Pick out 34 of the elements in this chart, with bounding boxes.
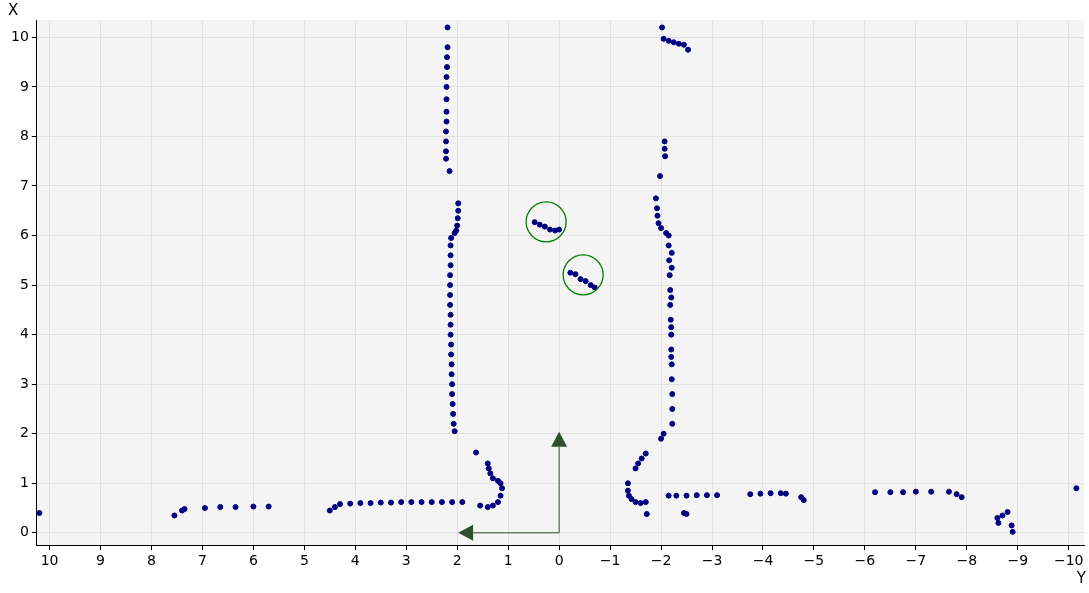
x-tick-label: 9 xyxy=(96,552,105,569)
x-tick-label: −9 xyxy=(1007,552,1029,569)
y-tick-label: 2 xyxy=(19,424,29,441)
x-tick-label: 3 xyxy=(401,552,411,569)
y-tick-label: 0 xyxy=(19,523,29,540)
x-tick-label: −8 xyxy=(956,552,978,569)
x-tick-label: 7 xyxy=(197,552,207,569)
x-tick-label: −10 xyxy=(1053,552,1084,569)
x-tick-label: −4 xyxy=(752,552,774,569)
x-tick-label: 0 xyxy=(554,552,564,569)
x-tick-label: 1 xyxy=(503,552,513,569)
y-tick-label: 7 xyxy=(19,176,29,193)
x-tick-label: 2 xyxy=(452,552,462,569)
x-tick-label: −5 xyxy=(803,552,825,569)
x-tick-label: 6 xyxy=(248,552,258,569)
y-tick-label: 10 xyxy=(10,27,29,44)
x-tick-label: −6 xyxy=(854,552,876,569)
y-tick-label: 5 xyxy=(19,275,29,292)
x-tick-label: −2 xyxy=(650,552,672,569)
y-tick-label: 6 xyxy=(19,226,29,243)
y-tick-label: 4 xyxy=(19,325,29,342)
x-tick-label: −1 xyxy=(599,552,621,569)
x-axis-title: Y xyxy=(1075,568,1087,587)
x-tick-label: 4 xyxy=(350,552,360,569)
y-axis-title: X xyxy=(8,1,19,20)
x-tick-label: −7 xyxy=(905,552,927,569)
x-tick-label: 5 xyxy=(299,552,309,569)
x-tick-label: 10 xyxy=(40,552,59,569)
x-tick-label: −3 xyxy=(701,552,723,569)
y-tick-label: 1 xyxy=(19,473,29,490)
y-tick-label: 9 xyxy=(19,77,29,94)
x-tick-label: 8 xyxy=(147,552,156,569)
y-tick-label: 8 xyxy=(19,127,29,144)
y-tick-label: 3 xyxy=(19,374,29,391)
